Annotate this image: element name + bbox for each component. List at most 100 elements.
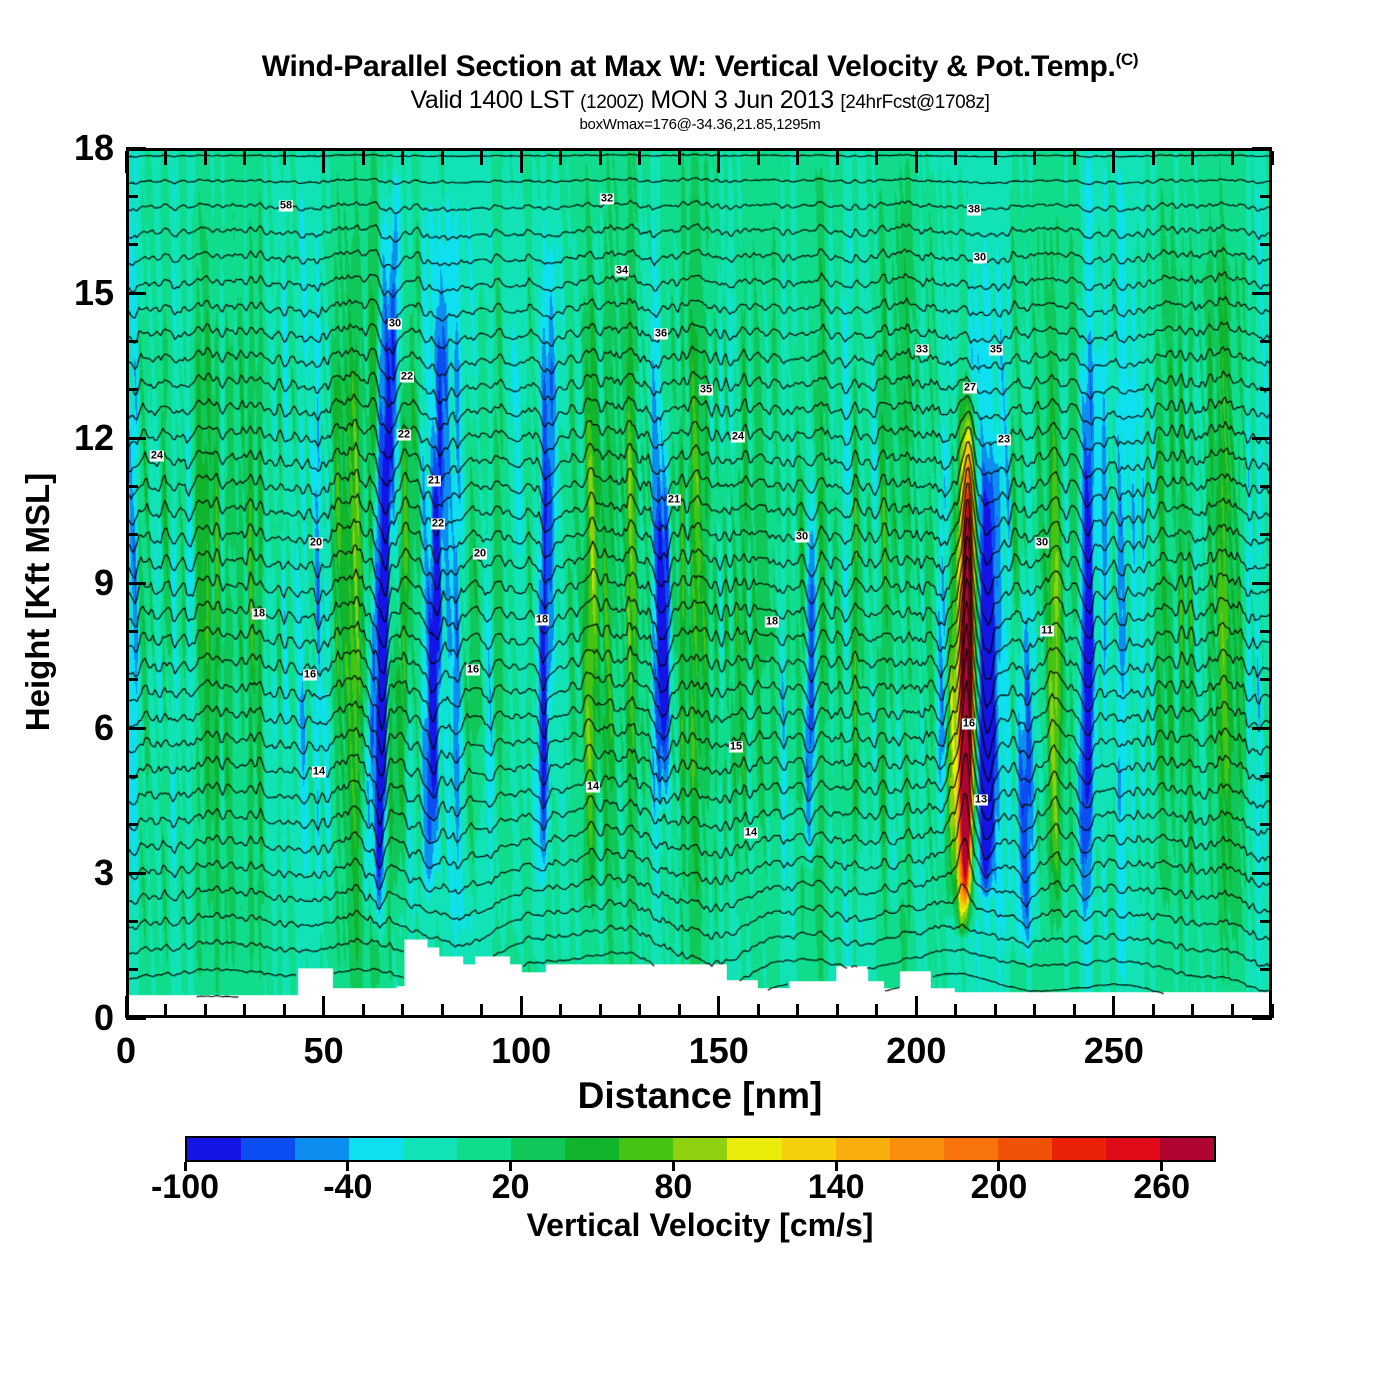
x-axis-tick-top [993, 151, 997, 165]
x-axis-tick-top [954, 151, 958, 165]
x-axis-tick [1033, 1004, 1037, 1018]
colorbar-segment [781, 1138, 836, 1160]
y-axis-tick [126, 146, 146, 150]
x-axis-tick [203, 1004, 207, 1018]
contour-label: 22 [396, 428, 412, 441]
contour-label: 14 [585, 780, 601, 793]
x-axis-tick [993, 1004, 997, 1018]
x-axis-tick [677, 1004, 681, 1018]
colorbar-segment [295, 1138, 350, 1160]
x-axis-tick-top [1151, 151, 1155, 165]
contour-label: 20 [472, 547, 488, 560]
x-axis-tick [1112, 996, 1116, 1018]
x-axis-tick-top [164, 151, 168, 165]
colorbar-segment [673, 1138, 728, 1160]
y-axis-tick-right [1260, 194, 1272, 198]
x-axis-tick [401, 1004, 405, 1018]
x-axis-tick-top [875, 151, 879, 165]
colorbar-tick [509, 1162, 513, 1171]
y-axis-tick-label: 3 [93, 852, 114, 893]
colorbar-segment [619, 1138, 674, 1160]
x-axis-tick-top [1072, 151, 1076, 165]
y-axis-tick [126, 968, 138, 972]
colorbar-segment [1105, 1138, 1160, 1160]
x-axis-tick-top [1270, 151, 1274, 165]
x-axis-tick [796, 1004, 800, 1018]
subtitle-forecast-tag: [24hrFcst@1708z] [840, 92, 990, 113]
y-axis-tick-label: 0 [93, 997, 114, 1038]
y-axis-tick-right [1252, 871, 1272, 875]
y-axis-tick-right [1260, 533, 1272, 537]
y-axis-tick [126, 678, 138, 682]
chart-title-text: Wind-Parallel Section at Max W: Vertical… [261, 50, 1116, 83]
x-axis-tick-top [717, 151, 721, 173]
y-axis-tick [126, 243, 138, 247]
x-axis-tick [519, 996, 523, 1018]
contour-label: 14 [311, 765, 327, 778]
x-axis-title: Distance [nm] [577, 1075, 823, 1116]
colorbar-tick-label: 200 [970, 1168, 1028, 1206]
contour-label: 58 [278, 199, 294, 212]
colorbar-tick [346, 1162, 350, 1171]
colorbar-tick [183, 1162, 187, 1171]
y-axis-tick [126, 339, 138, 343]
contour-label: 18 [764, 615, 780, 628]
x-axis-tick [322, 996, 326, 1018]
y-axis-tick-right [1260, 339, 1272, 343]
x-axis-tick-top [559, 151, 563, 165]
colorbar [185, 1136, 1216, 1162]
x-axis-tick [756, 1004, 760, 1018]
x-axis-tick [598, 1004, 602, 1018]
contour-label: 13 [973, 793, 989, 806]
contour-label: 30 [387, 317, 403, 330]
y-axis-tick-right [1260, 919, 1272, 923]
colorbar-segment [565, 1138, 620, 1160]
colorbar-segment [1051, 1138, 1106, 1160]
subtitle-valid-time: Valid 1400 LST [410, 86, 574, 114]
y-axis-tick [126, 726, 146, 730]
y-axis-tick-label: 9 [93, 562, 114, 603]
contour-label: 14 [743, 826, 759, 839]
contour-label: 30 [972, 251, 988, 264]
y-axis-tick-right [1260, 388, 1272, 392]
contour-label: 35 [698, 383, 714, 396]
contour-label: 11 [1040, 624, 1054, 637]
contour-label: 24 [730, 430, 746, 443]
colorbar-segment [403, 1138, 458, 1160]
contour-label: 22 [399, 370, 415, 383]
x-axis-tick-top [835, 151, 839, 165]
colorbar-tick-label: -40 [323, 1168, 373, 1206]
x-axis-tick [164, 1004, 168, 1018]
y-axis-tick-right [1252, 1016, 1272, 1020]
colorbar-caption: Vertical Velocity [cm/s] [526, 1207, 874, 1243]
chart-subtitle: Valid 1400 LST (1200Z) MON 3 Jun 2013 [2… [0, 86, 1400, 115]
x-axis-tick-label: 100 [491, 1030, 552, 1071]
y-axis-tick-right [1252, 581, 1272, 585]
x-axis-tick-top [598, 151, 602, 165]
contour-label: 30 [794, 530, 810, 543]
x-axis-tick-top [1230, 151, 1234, 165]
x-axis-tick-top [480, 151, 484, 165]
copyright-mark: (C) [1115, 50, 1139, 69]
contour-label: 35 [988, 343, 1004, 356]
y-axis-tick-right [1260, 823, 1272, 827]
x-axis-tick [1151, 1004, 1155, 1018]
x-axis-tick [638, 1004, 642, 1018]
x-axis-tick-top [243, 151, 247, 165]
x-axis-tick-top [756, 151, 760, 165]
y-axis-tick-label: 15 [73, 272, 114, 313]
colorbar-segment [511, 1138, 566, 1160]
y-axis-tick-right [1260, 629, 1272, 633]
y-axis-tick [126, 484, 138, 488]
x-axis-tick [1230, 1004, 1234, 1018]
y-axis-tick-right [1260, 678, 1272, 682]
contour-label: 22 [430, 517, 446, 530]
contour-label: 38 [966, 203, 982, 216]
colorbar-segment [187, 1138, 242, 1160]
x-axis-tick [124, 996, 128, 1018]
y-axis-tick [126, 1016, 146, 1020]
contour-label: 15 [728, 740, 744, 753]
y-axis-tick [126, 823, 138, 827]
y-axis-tick-right [1252, 436, 1272, 440]
